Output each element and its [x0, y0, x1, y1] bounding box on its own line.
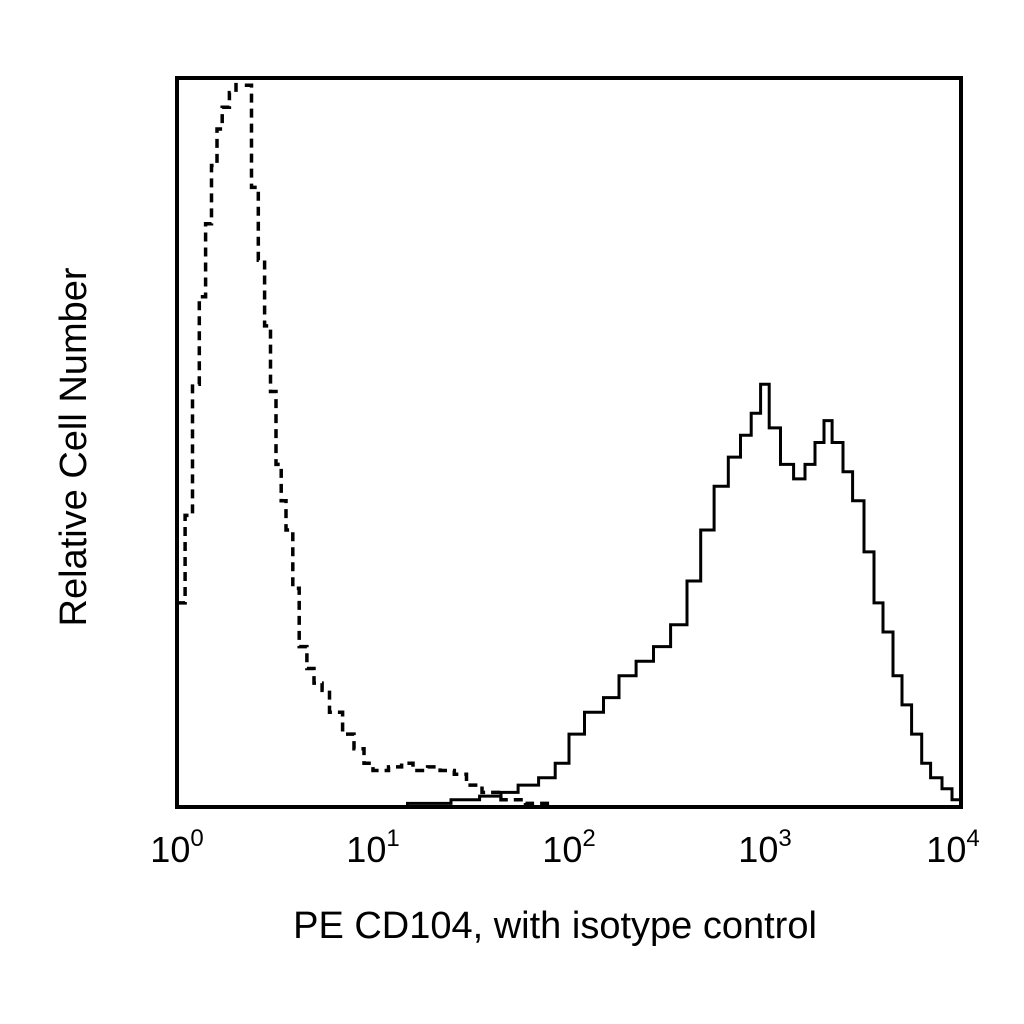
x-tick-label-2: 102	[542, 825, 595, 870]
series-layer	[177, 76, 963, 809]
x-tick-label-4: 104	[926, 825, 979, 870]
x-tick-base: 10	[346, 829, 386, 870]
cd104-series	[354, 382, 963, 809]
y-axis-title: Relative Cell Number	[53, 267, 95, 626]
plot-frame	[175, 76, 963, 809]
x-tick-base: 10	[150, 829, 190, 870]
x-tick-exponent: 3	[778, 825, 791, 852]
x-tick-label-3: 103	[738, 825, 791, 870]
x-tick-base: 10	[542, 829, 582, 870]
x-tick-exponent: 4	[966, 825, 979, 852]
x-tick-base: 10	[738, 829, 778, 870]
x-tick-exponent: 2	[582, 825, 595, 852]
x-axis-title: PE CD104, with isotype control	[293, 905, 817, 947]
x-tick-exponent: 1	[386, 825, 399, 852]
isotype-control-series	[177, 76, 552, 807]
x-tick-labels: 100 101 102 103 104	[150, 825, 979, 870]
x-tick-exponent: 0	[190, 825, 203, 852]
x-tick-label-1: 101	[346, 825, 399, 870]
x-tick-label-0: 100	[150, 825, 203, 870]
x-tick-base: 10	[926, 829, 966, 870]
